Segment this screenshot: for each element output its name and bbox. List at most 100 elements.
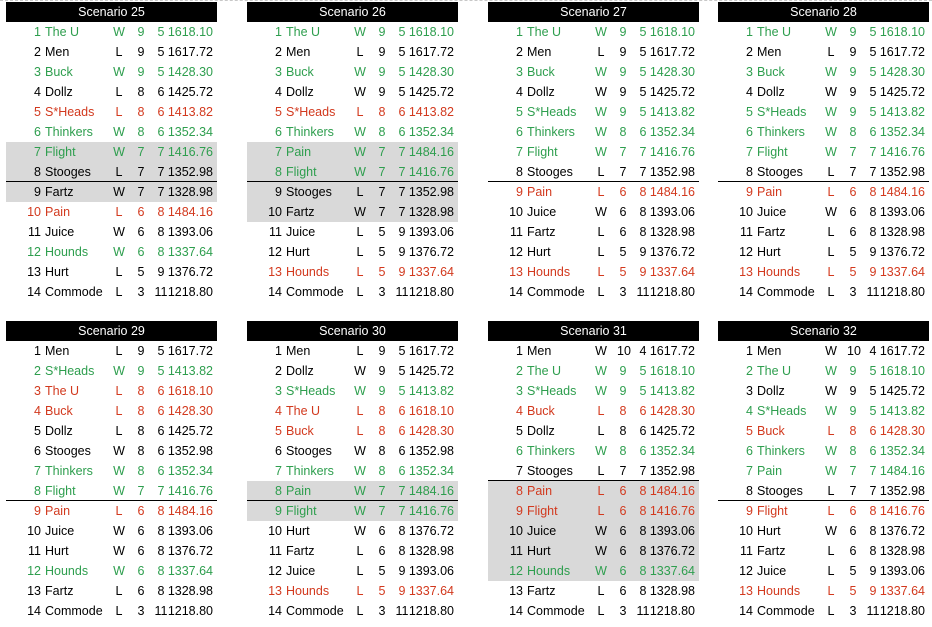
rank-cell: 13 — [739, 584, 753, 598]
points-cell: 1428.30 — [167, 404, 213, 418]
points-cell: 1618.10 — [879, 25, 925, 39]
result-cell: W — [825, 85, 837, 99]
team-name: Hurt — [527, 245, 551, 259]
losses-cell: 9 — [398, 245, 406, 259]
standings-row: 1 The U W 9 5 1618.10 — [247, 22, 458, 42]
wins-cell: 7 — [137, 145, 145, 159]
points-cell: 1484.16 — [649, 185, 695, 199]
standings-row: 12 Juice L 5 9 1393.06 — [718, 561, 929, 581]
result-cell: W — [113, 564, 125, 578]
wins-cell: 6 — [137, 544, 145, 558]
rank-cell: 11 — [269, 544, 282, 558]
wins-cell: 9 — [137, 45, 145, 59]
result-cell: L — [356, 344, 364, 358]
team-name: Stooges — [286, 185, 332, 199]
wins-cell: 7 — [619, 464, 627, 478]
standings-row: 5 S*Heads L 8 6 1413.82 — [247, 102, 458, 122]
result-cell: W — [113, 25, 125, 39]
rank-cell: 9 — [34, 504, 41, 518]
standings-row: 5 Dollz L 8 6 1425.72 — [488, 421, 699, 441]
team-name: Flight — [286, 165, 317, 179]
losses-cell: 5 — [869, 404, 877, 418]
wins-cell: 6 — [137, 225, 145, 239]
result-cell: L — [827, 245, 835, 259]
standings-row: 14 Commode L 3 11 1218.80 — [488, 282, 699, 302]
points-cell: 1376.72 — [408, 245, 454, 259]
team-name: Men — [286, 344, 311, 358]
points-cell: 1425.72 — [879, 384, 925, 398]
team-name: Juice — [286, 564, 316, 578]
points-cell: 1428.30 — [408, 65, 454, 79]
points-cell: 1618.10 — [649, 25, 695, 39]
standings-row: 10 Hurt W 6 8 1376.72 — [718, 521, 929, 541]
team-name: Flight — [45, 145, 76, 159]
losses-cell: 8 — [869, 185, 877, 199]
wins-cell: 7 — [137, 484, 145, 498]
losses-cell: 7 — [869, 464, 877, 478]
team-name: Fartz — [45, 185, 74, 199]
losses-cell: 5 — [157, 65, 165, 79]
result-cell: L — [115, 404, 123, 418]
wins-cell: 9 — [619, 85, 627, 99]
points-cell: 1352.34 — [649, 125, 695, 139]
rank-cell: 7 — [516, 464, 523, 478]
standings-row: 4 Dollz W 9 5 1425.72 — [718, 82, 929, 102]
rank-cell: 13 — [27, 265, 41, 279]
result-cell: W — [354, 524, 366, 538]
losses-cell: 6 — [398, 464, 406, 478]
losses-cell: 5 — [157, 344, 165, 358]
points-cell: 1413.82 — [408, 105, 454, 119]
team-name: Thinkers — [286, 125, 334, 139]
standings-row: 14 Commode L 3 11 1218.80 — [488, 601, 699, 621]
standings-row: 3 S*Heads W 9 5 1413.82 — [488, 381, 699, 401]
points-cell: 1425.72 — [167, 424, 213, 438]
losses-cell: 7 — [639, 464, 647, 478]
points-cell: 1328.98 — [649, 225, 695, 239]
losses-cell: 8 — [639, 584, 647, 598]
standings-row: 6 Thinkers W 8 6 1352.34 — [488, 122, 699, 142]
points-cell: 1376.72 — [879, 245, 925, 259]
losses-cell: 6 — [398, 444, 406, 458]
wins-cell: 6 — [137, 524, 145, 538]
standings-row: 6 Thinkers W 8 6 1352.34 — [6, 122, 217, 142]
result-cell: W — [825, 404, 837, 418]
rank-cell: 6 — [275, 444, 282, 458]
rank-cell: 11 — [740, 225, 753, 239]
rank-cell: 6 — [746, 444, 753, 458]
points-cell: 1425.72 — [167, 85, 213, 99]
wins-cell: 9 — [619, 45, 627, 59]
result-cell: L — [597, 484, 605, 498]
losses-cell: 6 — [157, 444, 165, 458]
team-name: Buck — [45, 65, 73, 79]
team-name: Thinkers — [45, 464, 93, 478]
result-cell: W — [595, 344, 607, 358]
scenario-panel: Scenario 25 1 The U W 9 5 1618.10 2 Men L 9 5 1617.7… — [6, 2, 217, 302]
team-name: Hounds — [757, 265, 801, 279]
rank-cell: 11 — [28, 544, 41, 558]
losses-cell: 7 — [869, 484, 877, 498]
team-name: Buck — [286, 424, 314, 438]
rank-cell: 4 — [34, 404, 41, 418]
losses-cell: 7 — [639, 145, 647, 159]
standings-row: 4 The U L 8 6 1618.10 — [247, 401, 458, 421]
wins-cell: 9 — [137, 364, 145, 378]
result-cell: W — [354, 205, 366, 219]
rank-cell: 10 — [509, 205, 523, 219]
losses-cell: 9 — [398, 265, 406, 279]
team-name: Hounds — [286, 265, 330, 279]
points-cell: 1352.98 — [408, 185, 454, 199]
points-cell: 1413.82 — [167, 364, 213, 378]
points-cell: 1484.16 — [167, 504, 213, 518]
standings-row: 1 Men L 9 5 1617.72 — [6, 341, 217, 361]
rank-cell: 1 — [275, 344, 282, 358]
standings-row: 9 Pain L 6 8 1484.16 — [488, 182, 699, 202]
result-cell: W — [825, 105, 837, 119]
wins-cell: 3 — [849, 604, 857, 618]
points-cell: 1352.34 — [408, 464, 454, 478]
standings-row: 8 Flight W 7 7 1416.76 — [6, 481, 217, 501]
rank-cell: 2 — [34, 45, 41, 59]
wins-cell: 5 — [378, 584, 386, 598]
rank-cell: 12 — [268, 245, 282, 259]
result-cell: W — [113, 544, 125, 558]
wins-cell: 6 — [137, 584, 145, 598]
